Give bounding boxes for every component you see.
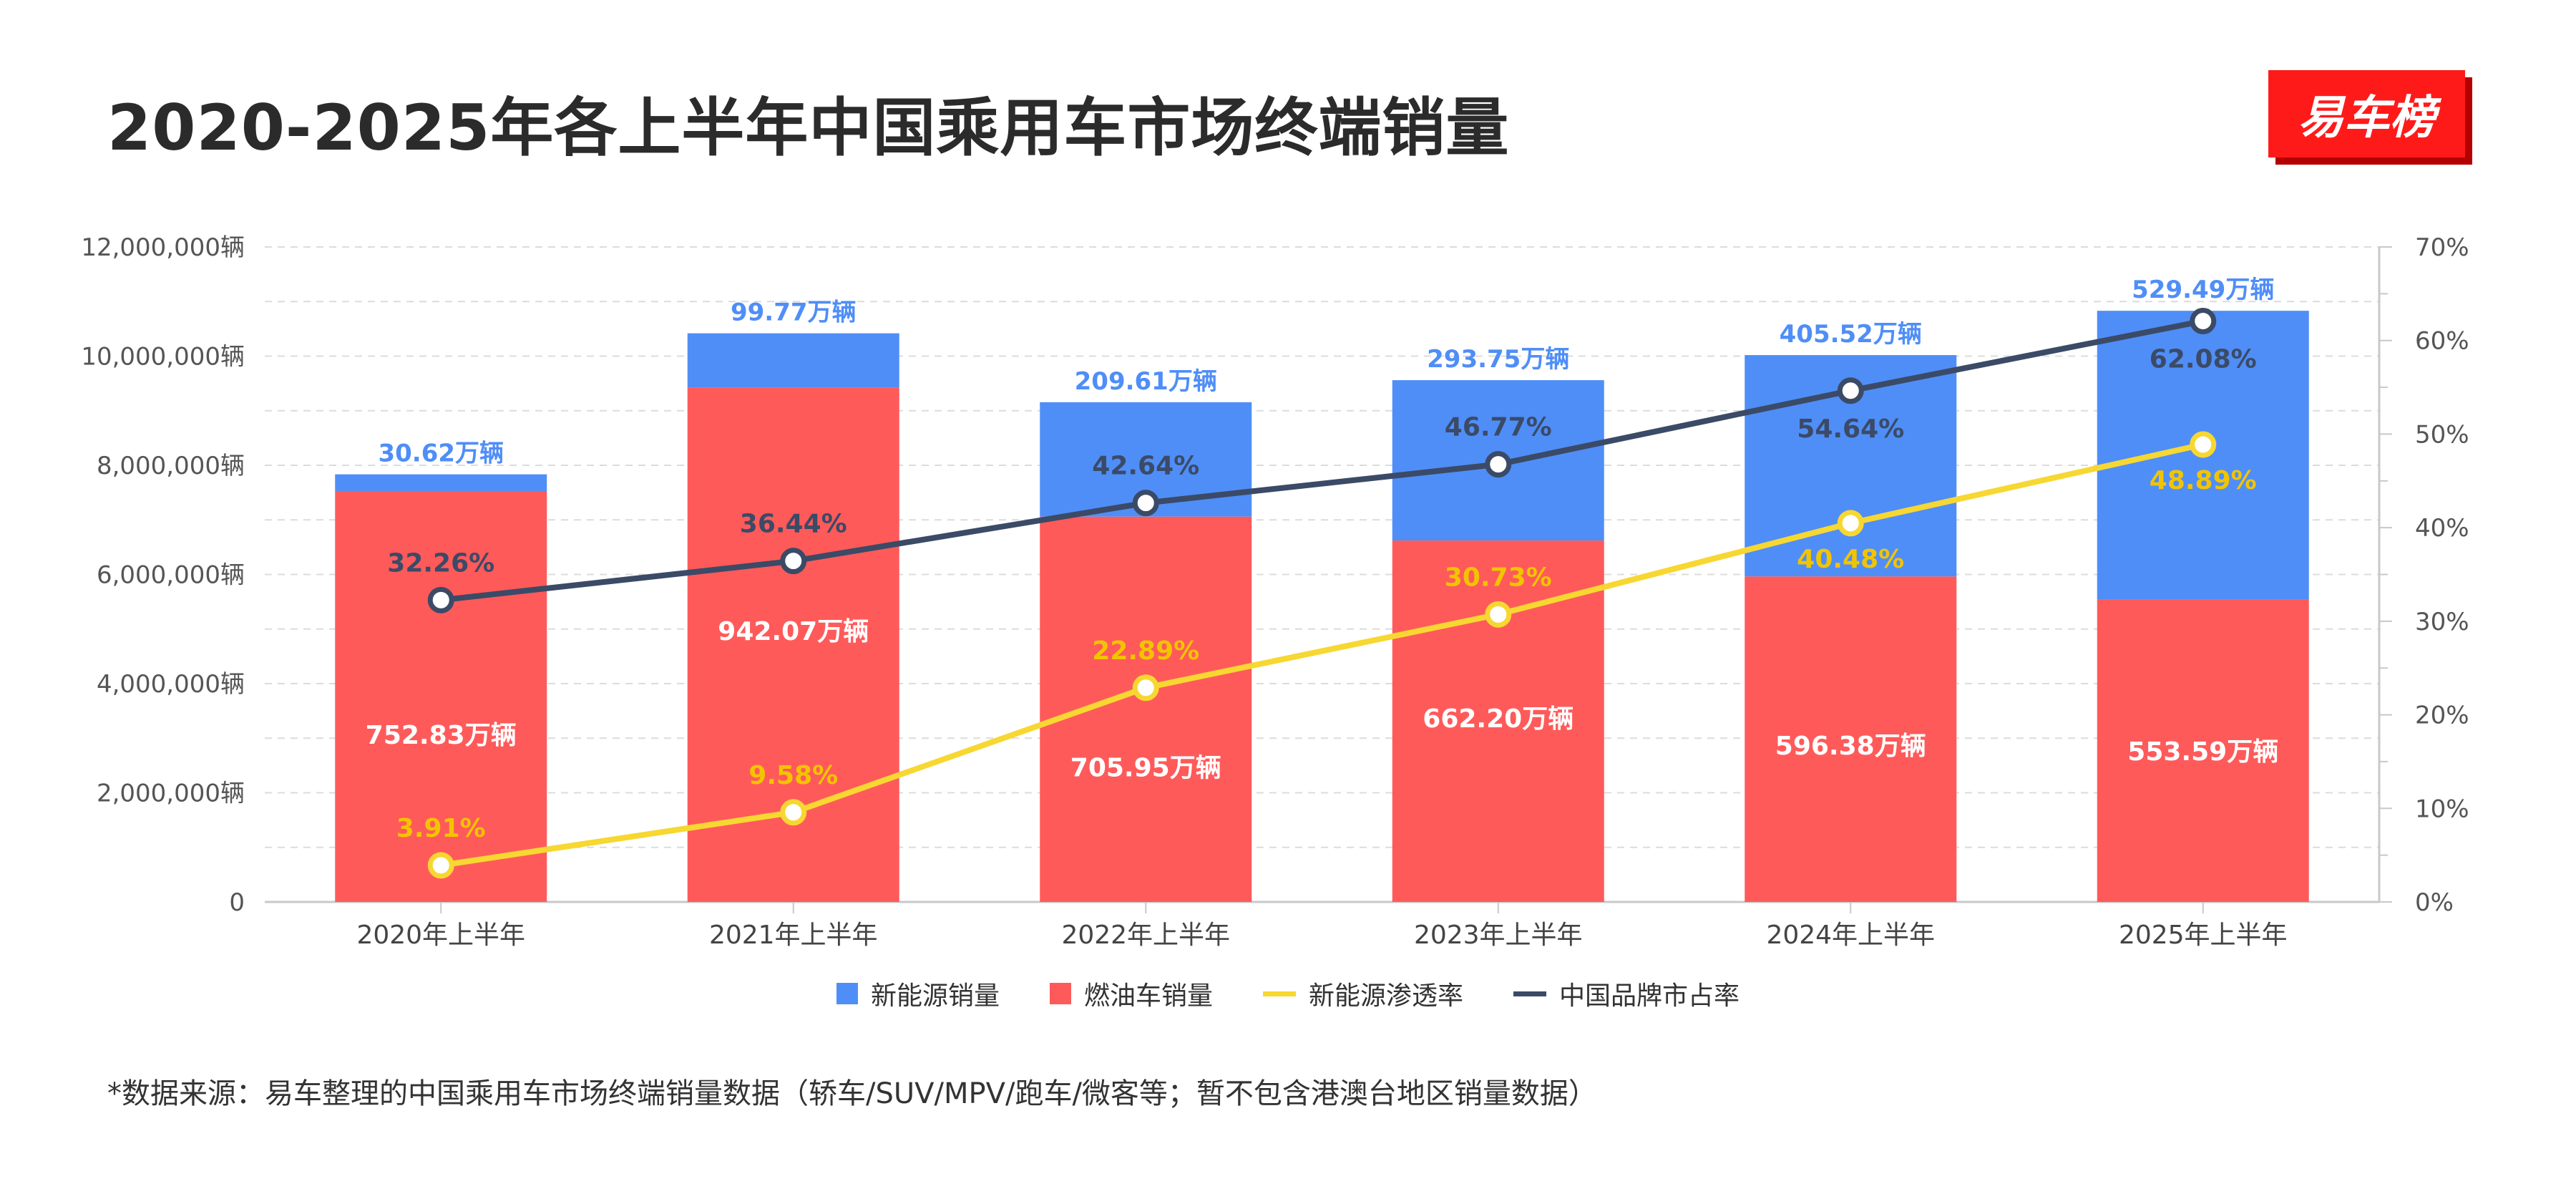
penetration-point xyxy=(1485,601,1512,628)
penetration-value-label: 48.89% xyxy=(2150,466,2257,495)
legend-item-share: 中国品牌市占率 xyxy=(1513,975,1740,1012)
share-value-label: 46.77% xyxy=(1445,413,1552,442)
x-tick-label: 2020年上半年 xyxy=(356,921,525,950)
chart-title: 2020-2025年各上半年中国乘用车市场终端销量 xyxy=(107,91,1510,165)
ice-value-label: 553.59万辆 xyxy=(2127,737,2278,767)
legend-swatch-nev xyxy=(836,983,858,1004)
penetration-point xyxy=(427,852,454,879)
ice-value-label: 942.07万辆 xyxy=(718,617,869,646)
ice-value-label: 596.38万辆 xyxy=(1775,732,1926,761)
share-value-label: 32.26% xyxy=(387,548,494,578)
penetration-line xyxy=(440,442,2204,868)
legend-item-penetration: 新能源渗透率 xyxy=(1263,975,1463,1012)
share-point xyxy=(1132,490,1159,517)
y-left-tick-label: 2,000,000辆 xyxy=(97,780,245,808)
x-tick-label: 2021年上半年 xyxy=(709,921,878,950)
logo-text: 易车榜 xyxy=(2268,70,2465,157)
y-right-tick-label: 40% xyxy=(2415,514,2469,543)
nev-value-label: 293.75万辆 xyxy=(1427,345,1569,374)
yiche-logo: 易车榜 xyxy=(2268,70,2472,165)
source-footnote: *数据来源：易车整理的中国乘用车市场终端销量数据（轿车/SUV/MPV/跑车/微… xyxy=(107,1077,1597,1110)
y-left-tick-label: 4,000,000辆 xyxy=(97,670,245,699)
y-right-tick-label: 60% xyxy=(2415,327,2469,356)
y-left-tick-label: 8,000,000辆 xyxy=(97,452,245,480)
penetration-value-label: 9.58% xyxy=(748,761,838,790)
legend-swatch-penetration xyxy=(1263,991,1296,996)
share-point xyxy=(780,548,807,575)
nev-value-label: 405.52万辆 xyxy=(1780,320,1922,349)
penetration-value-label: 40.48% xyxy=(1797,545,1904,574)
y-left-tick-label: 6,000,000辆 xyxy=(97,561,245,590)
share-value-label: 36.44% xyxy=(740,510,847,539)
legend-swatch-ice xyxy=(1049,983,1071,1004)
share-value-label: 62.08% xyxy=(2150,345,2257,374)
x-tick-label: 2025年上半年 xyxy=(2119,921,2288,950)
chart-legend: 新能源销量 燃油车销量 新能源渗透率 中国品牌市占率 xyxy=(0,975,2576,1012)
x-tick-label: 2023年上半年 xyxy=(1414,921,1583,950)
nev-value-label: 30.62万辆 xyxy=(378,440,504,468)
ice-value-label: 752.83万辆 xyxy=(366,721,517,750)
share-value-label: 54.64% xyxy=(1797,414,1904,444)
share-value-label: 42.64% xyxy=(1092,452,1199,481)
y-right-tick-label: 30% xyxy=(2415,608,2469,636)
legend-label-ice: 燃油车销量 xyxy=(1083,981,1213,1011)
nev-value-label: 529.49万辆 xyxy=(2132,276,2274,304)
bar-ice xyxy=(2097,599,2309,902)
penetration-value-label: 22.89% xyxy=(1092,636,1199,666)
legend-swatch-share xyxy=(1513,991,1547,996)
y-right-tick-label: 10% xyxy=(2415,795,2469,823)
share-point xyxy=(1485,451,1512,478)
bar-ice xyxy=(1040,516,1252,902)
x-tick-label: 2024年上半年 xyxy=(1766,921,1935,950)
penetration-point xyxy=(780,799,807,826)
y-right-tick-label: 0% xyxy=(2415,888,2454,917)
bar-ice xyxy=(1392,540,1604,902)
legend-item-nev: 新能源销量 xyxy=(836,975,1000,1012)
share-point xyxy=(427,586,454,613)
legend-label-nev: 新能源销量 xyxy=(870,981,1000,1011)
y-right-tick-label: 70% xyxy=(2415,233,2469,262)
penetration-point xyxy=(1132,674,1159,702)
x-tick-label: 2022年上半年 xyxy=(1061,921,1230,950)
y-right-tick-label: 50% xyxy=(2415,420,2469,449)
y-left-tick-label: 10,000,000辆 xyxy=(81,343,245,372)
legend-item-ice: 燃油车销量 xyxy=(1049,975,1213,1012)
y-left-tick-label: 0 xyxy=(229,888,245,917)
legend-label-share: 中国品牌市占率 xyxy=(1559,981,1740,1011)
share-line xyxy=(440,318,2204,603)
share-point xyxy=(2190,308,2217,335)
penetration-value-label: 30.73% xyxy=(1445,563,1552,592)
ice-value-label: 662.20万辆 xyxy=(1423,704,1574,734)
y-left-tick-label: 12,000,000辆 xyxy=(81,233,245,262)
penetration-value-label: 3.91% xyxy=(396,814,486,843)
penetration-point xyxy=(2190,431,2217,458)
bar-nev xyxy=(687,333,899,388)
legend-label-penetration: 新能源渗透率 xyxy=(1309,981,1464,1011)
nev-value-label: 209.61万辆 xyxy=(1075,367,1217,396)
nev-value-label: 99.77万辆 xyxy=(731,298,857,327)
penetration-point xyxy=(1837,510,1864,537)
ice-value-label: 705.95万辆 xyxy=(1070,754,1221,783)
bar-ice xyxy=(1745,576,1957,902)
bar-ice xyxy=(335,490,547,902)
y-right-tick-label: 20% xyxy=(2415,702,2469,730)
bar-nev xyxy=(335,474,547,491)
share-point xyxy=(1837,377,1864,404)
